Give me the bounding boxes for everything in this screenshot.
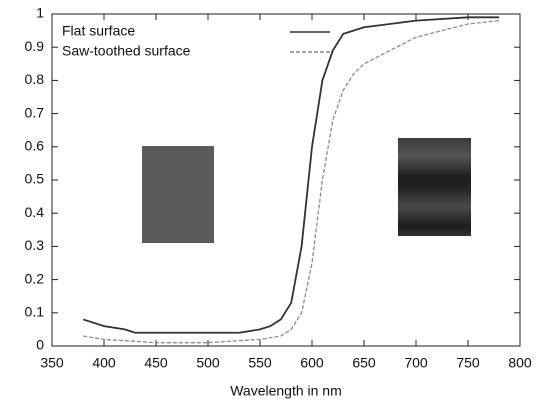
- y-tick-label: 0.9: [25, 38, 45, 54]
- x-tick-label: 550: [248, 355, 272, 371]
- x-tick-label: 500: [196, 355, 220, 371]
- flat-surface-image: [142, 146, 214, 243]
- y-tick-label: 0.3: [25, 237, 45, 253]
- x-tick-label: 450: [144, 355, 168, 371]
- x-tick-label: 400: [92, 355, 116, 371]
- series-line: [82, 16, 500, 334]
- y-tick-label: 0.8: [25, 71, 45, 87]
- x-axis-label: Wavelength in nm: [230, 383, 342, 399]
- x-tick-label: 750: [456, 355, 480, 371]
- x-tick-label: 650: [352, 355, 376, 371]
- y-tick-label: 0.1: [25, 304, 45, 320]
- saw-toothed-surface-image: [398, 138, 471, 236]
- y-tick-label: 0.7: [25, 104, 45, 120]
- y-tick-label: 0: [36, 337, 44, 353]
- x-tick-label: 600: [300, 355, 324, 371]
- y-tick-label: 1: [36, 5, 44, 21]
- legend-label: Flat surface: [62, 23, 135, 39]
- y-tick-label: 0.5: [25, 171, 45, 187]
- series-line: [83, 19, 500, 344]
- y-tick-label: 0.4: [25, 204, 45, 220]
- y-tick-label: 0.2: [25, 270, 45, 286]
- x-tick-label: 800: [508, 355, 532, 371]
- x-tick-label: 350: [40, 355, 64, 371]
- y-tick-label: 0.6: [25, 138, 45, 154]
- x-tick-label: 700: [404, 355, 428, 371]
- legend-label: Saw-toothed surface: [62, 43, 191, 59]
